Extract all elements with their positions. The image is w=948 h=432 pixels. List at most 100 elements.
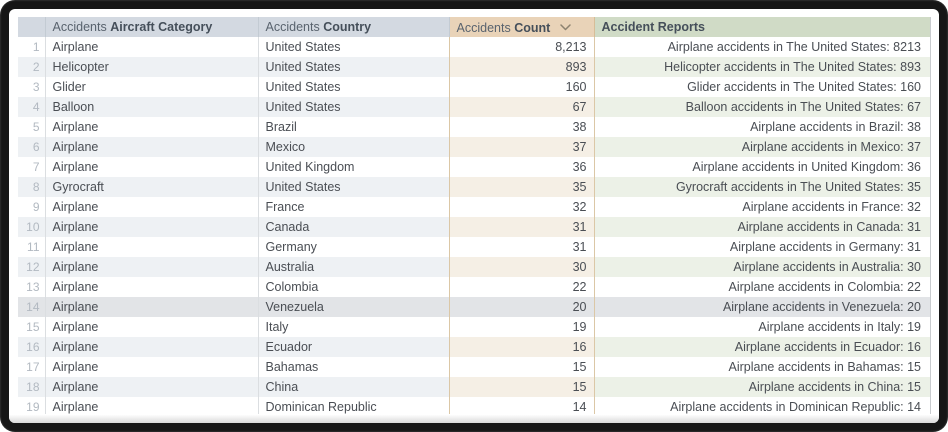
row-number: 17	[18, 357, 46, 377]
table-row[interactable]: 8 Gyrocraft United States 35 Gyrocraft accid…	[18, 177, 930, 197]
cell-count: 20	[448, 297, 595, 317]
column-header-accident-reports[interactable]: Accident Reports	[594, 17, 930, 37]
cell-count: 22	[448, 277, 595, 297]
row-number: 12	[18, 257, 46, 277]
cell-country: United States	[258, 177, 449, 197]
table-row[interactable]: 1 Airplane United States 8,213 Airplane acci…	[18, 37, 930, 57]
data-table-viewport[interactable]: Accidents Aircraft Category Accidents Co…	[18, 17, 931, 414]
cell-accident-report: Airplane accidents in Dominican Republic…	[670, 400, 921, 414]
table-row[interactable]: 2 Helicopter United States 893 Helicopter ac…	[18, 57, 930, 77]
header-label: Aircraft Category	[110, 20, 213, 34]
table-row[interactable]: 9 Airplane France 32 Airplane accidents in F…	[18, 197, 930, 217]
table-row[interactable]: 11 Airplane Germany 31 Airplane accidents in…	[18, 237, 930, 257]
row-number: 6	[18, 137, 46, 157]
row-number: 8	[18, 177, 46, 197]
table-row[interactable]: 17 Airplane Bahamas 15 Airplane accidents in…	[18, 357, 930, 377]
table-row[interactable]: 3 Glider United States 160 Glider accidents …	[18, 77, 930, 97]
cell-aircraft-category: Gyrocraft	[45, 177, 259, 197]
row-number: 1	[18, 37, 46, 57]
header-label: Accident Reports	[601, 20, 706, 34]
cell-aircraft-category: Airplane	[45, 337, 259, 357]
cell-aircraft-category: Airplane	[45, 317, 259, 337]
table-row[interactable]: 15 Airplane Italy 19 Airplane accidents in I…	[18, 317, 930, 337]
cell-aircraft-category: Airplane	[45, 217, 259, 237]
cell-accident-report: Balloon accidents in The United States: …	[594, 97, 930, 117]
cell-count: 31	[448, 217, 595, 237]
cell-count: 67	[448, 97, 595, 117]
table-row[interactable]: 4 Balloon United States 67 Balloon accidents…	[18, 97, 930, 117]
cell-accident-report: Airplane accidents in Canada: 31	[594, 217, 930, 237]
cell-accident-report: Airplane accidents in Venezuela: 20	[594, 297, 930, 317]
sort-descending-icon	[560, 20, 571, 34]
row-number: 3	[18, 77, 46, 97]
row-number: 9	[18, 197, 46, 217]
row-number: 5	[18, 117, 46, 137]
table-row[interactable]: 19 Airplane Dominican Republic 14 Airplane a…	[18, 397, 930, 414]
cell-accident-report: Airplane accidents in Ecuador: 16	[594, 337, 930, 357]
cell-accident-report: Airplane accidents in The United States:…	[667, 40, 921, 54]
cell-country: United States	[265, 40, 341, 54]
row-number: 13	[18, 277, 46, 297]
cell-country: China	[258, 377, 449, 397]
table-row[interactable]: 14 Airplane Venezuela 20 Airplane accidents …	[18, 297, 930, 317]
table-row[interactable]: 16 Airplane Ecuador 16 Airplane accidents in…	[18, 337, 930, 357]
cell-country: Italy	[265, 320, 289, 334]
table-row[interactable]: 10 Airplane Canada 31 Airplane accidents in …	[18, 217, 930, 237]
cell-accident-report: Airplane accidents in Mexico: 37	[594, 137, 930, 157]
column-header-aircraft-category[interactable]: Accidents Aircraft Category	[45, 17, 259, 37]
accidents-table: Accidents Aircraft Category Accidents Co…	[18, 17, 930, 414]
header-label: Country	[323, 20, 372, 34]
cell-count: 8,213	[448, 37, 595, 57]
cell-aircraft-category: Airplane	[45, 397, 259, 414]
row-number: 15	[18, 317, 46, 337]
cell-accident-report: Airplane accidents in China: 15	[594, 377, 930, 397]
table-row[interactable]: 6 Airplane Mexico 37 Airplane accidents in M…	[18, 137, 930, 157]
cell-country: Germany	[265, 240, 317, 254]
cell-country: United States	[258, 97, 449, 117]
cell-country: Australia	[258, 257, 449, 277]
table-row[interactable]: 13 Airplane Colombia 22 Airplane accidents i…	[18, 277, 930, 297]
cell-aircraft-category: Airplane	[45, 157, 259, 177]
cell-count: 160	[448, 77, 595, 97]
cell-accident-report: Airplane accidents in United Kingdom: 36	[692, 160, 921, 174]
cell-count: 37	[448, 137, 595, 157]
row-number: 14	[18, 297, 46, 317]
cell-accident-report: Airplane accidents in Australia: 30	[594, 257, 930, 277]
cell-aircraft-category: Airplane	[45, 277, 259, 297]
cell-count: 893	[448, 57, 595, 77]
cell-country: United States	[258, 57, 449, 77]
header-label: Count	[514, 20, 551, 35]
column-header-country[interactable]: Accidents Country	[258, 17, 450, 37]
column-header-count[interactable]: Accidents Count	[448, 17, 595, 37]
cell-aircraft-category: Helicopter	[45, 57, 259, 77]
cell-country: Ecuador	[258, 337, 449, 357]
cell-accident-report: Airplane accidents in Bahamas: 15	[728, 360, 921, 374]
cell-aircraft-category: Airplane	[45, 257, 259, 277]
cell-country: France	[265, 200, 305, 214]
row-number: 19	[18, 397, 46, 414]
cell-country: Venezuela	[258, 297, 449, 317]
cell-aircraft-category: Airplane	[45, 377, 259, 397]
header-row: Accidents Aircraft Category Accidents Co…	[18, 17, 930, 37]
table-row[interactable]: 5 Airplane Brazil 38 Airplane accidents in B…	[18, 117, 930, 137]
cell-count: 15	[448, 357, 595, 377]
table-row[interactable]: 7 Airplane United Kingdom 36 Airplane accide…	[18, 157, 930, 177]
row-number: 2	[18, 57, 46, 77]
cell-count: 36	[448, 157, 595, 177]
row-number: 18	[18, 377, 46, 397]
cell-country: Canada	[258, 217, 449, 237]
row-number: 16	[18, 337, 46, 357]
horizontal-scrollbar-track[interactable]	[9, 415, 939, 423]
cell-accident-report: Helicopter accidents in The United State…	[594, 57, 930, 77]
cell-accident-report: Airplane accidents in Brazil: 38	[750, 120, 921, 134]
cell-aircraft-category: Airplane	[45, 117, 259, 137]
cell-count: 35	[448, 177, 595, 197]
cell-aircraft-category: Glider	[45, 77, 259, 97]
cell-count: 30	[448, 257, 595, 277]
table-row[interactable]: 12 Airplane Australia 30 Airplane accidents …	[18, 257, 930, 277]
header-prefix: Accidents	[265, 20, 320, 34]
cell-country: Bahamas	[265, 360, 319, 374]
cell-count: 38	[448, 117, 595, 137]
table-row[interactable]: 18 Airplane China 15 Airplane accidents in C…	[18, 377, 930, 397]
corner-header-cell	[18, 17, 46, 37]
